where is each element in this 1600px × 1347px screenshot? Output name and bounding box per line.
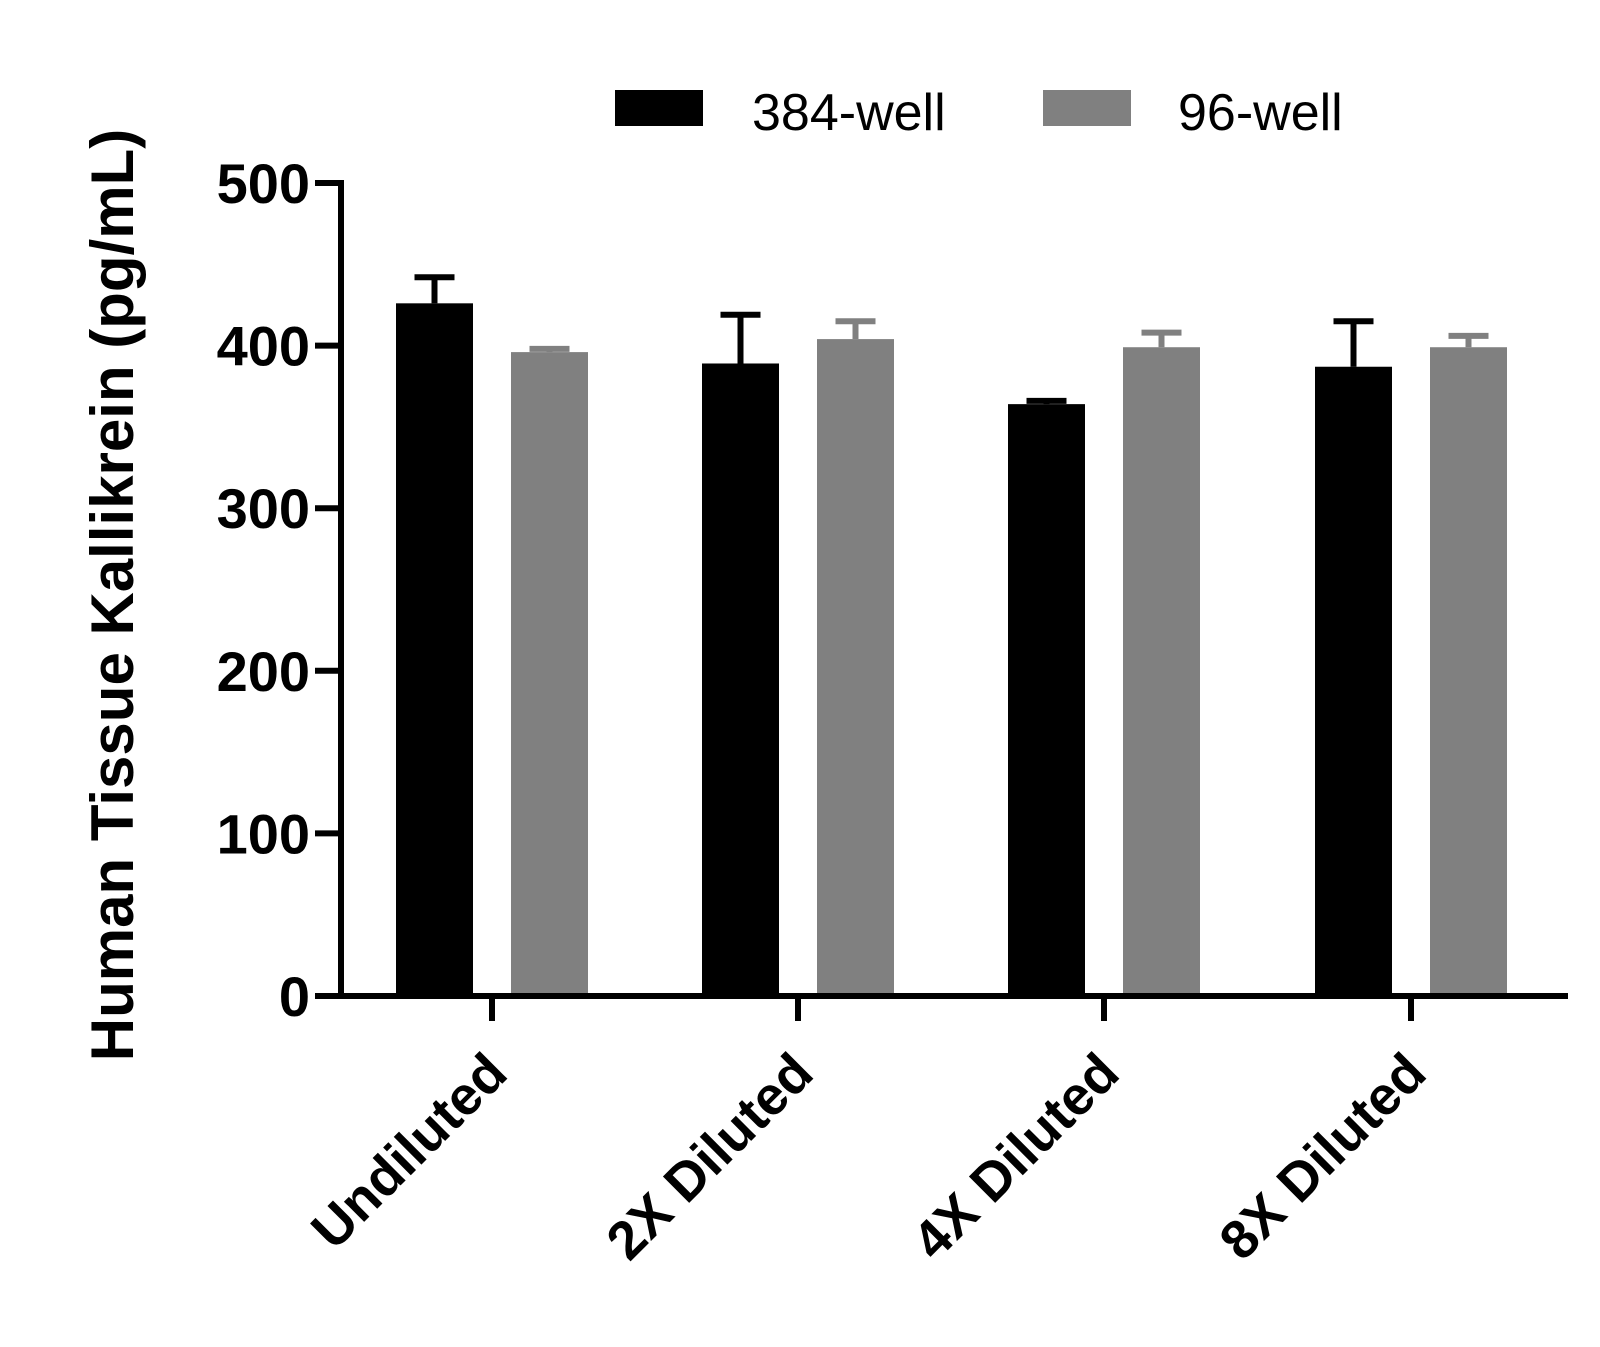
- x-axis: Undiluted 2X Diluted 4X Diluted 8X Diluted: [300, 993, 1568, 1271]
- y-tick-label-500: 500: [217, 152, 310, 215]
- bar-96-well-4x-diluted: [1123, 347, 1200, 996]
- y-axis-title: Human Tissue Kallikrein (pg/mL): [79, 129, 146, 1061]
- error-bars: [414, 274, 1489, 405]
- y-tick-label-200: 200: [217, 640, 310, 703]
- bar-384-well-2x-diluted: [702, 363, 779, 997]
- error-bar-96-well-8x-diluted: [1448, 332, 1489, 348]
- y-tick-label-100: 100: [217, 802, 310, 865]
- error-bar-384-well-8x-diluted: [1333, 318, 1374, 367]
- bar-384-well-4x-diluted: [1008, 404, 1085, 996]
- bar-384-well-undiluted: [396, 303, 473, 997]
- legend-label-96-well: 96-well: [1178, 84, 1343, 142]
- x-tick-label-8x-diluted: 8X Diluted: [1208, 1042, 1437, 1271]
- error-bar-384-well-undiluted: [414, 274, 455, 304]
- x-tick-label-4x-diluted: 4X Diluted: [901, 1042, 1130, 1271]
- bar-384-well-8x-diluted: [1315, 366, 1392, 996]
- bar-96-well-8x-diluted: [1430, 347, 1507, 996]
- bars: [396, 303, 1507, 997]
- y-tick-label-400: 400: [217, 315, 310, 378]
- y-axis: 0 100 200 300 400 500: [217, 152, 344, 1028]
- bar-96-well-2x-diluted: [817, 339, 894, 996]
- error-bar-96-well-undiluted: [529, 345, 570, 353]
- legend-swatch-96-well: [1043, 90, 1131, 126]
- error-bar-384-well-2x-diluted: [720, 311, 761, 364]
- error-bar-96-well-2x-diluted: [835, 318, 876, 340]
- y-tick-label-300: 300: [217, 477, 310, 540]
- x-tick-label-2x-diluted: 2X Diluted: [595, 1042, 824, 1271]
- x-tick-label-undiluted: Undiluted: [300, 1042, 518, 1260]
- y-tick-label-0: 0: [279, 965, 310, 1028]
- error-bar-96-well-4x-diluted: [1141, 329, 1182, 348]
- bar-96-well-undiluted: [511, 352, 588, 996]
- error-bar-384-well-4x-diluted: [1026, 397, 1067, 405]
- legend: 384-well 96-well: [615, 84, 1343, 142]
- legend-swatch-384-well: [615, 90, 703, 126]
- legend-label-384-well: 384-well: [752, 84, 946, 142]
